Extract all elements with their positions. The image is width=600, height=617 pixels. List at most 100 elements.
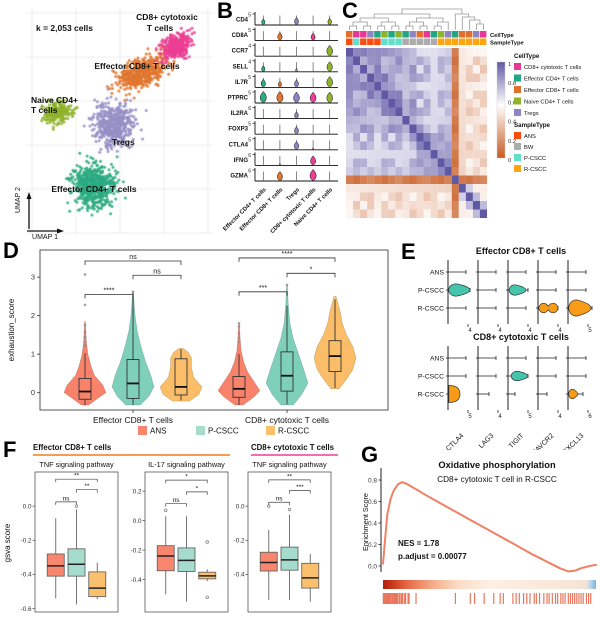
svg-text:4: 4 [528, 328, 532, 334]
cluster-label: k = 2,053 cells [36, 23, 93, 33]
svg-text:-0.4: -0.4 [131, 577, 142, 584]
rank-gradient-bar [383, 580, 596, 589]
svg-text:4: 4 [468, 328, 472, 334]
significance-label: *** [259, 285, 267, 292]
significance-label: * [310, 266, 313, 273]
significance-label: **** [282, 251, 293, 258]
gene-label: IFNG [234, 158, 249, 164]
umap-scatter-canvas [0, 0, 215, 240]
legend-label: ANS [150, 427, 166, 436]
correlation-heatmap-panel: CellType SampleType 1 0.8 0.6 0.4 0.2 0 CellType… [346, 8, 581, 219]
gene-label: GZMA [230, 174, 248, 180]
padj-label: p.adjust = 0.00077 [398, 552, 467, 561]
svg-text:0.4: 0.4 [368, 520, 377, 527]
significance-label: *** [296, 484, 304, 491]
svg-text:ANS: ANS [524, 134, 536, 140]
mini-violin [510, 370, 529, 382]
svg-text:5: 5 [528, 414, 532, 420]
legend-label: R-CSCC [278, 427, 309, 436]
svg-text:0.2: 0.2 [133, 488, 142, 495]
svg-text:4: 4 [498, 328, 502, 334]
legend-swatch [196, 426, 205, 435]
svg-text:0.6: 0.6 [368, 499, 377, 506]
legend-title: SampleType [514, 122, 551, 129]
svg-text:5: 5 [248, 91, 251, 97]
cluster-label: T cells [147, 23, 174, 33]
svg-text:0.0: 0.0 [133, 518, 142, 525]
svg-text:5: 5 [468, 414, 472, 420]
panel-d-label: D [3, 238, 19, 263]
f-subplot-title: TNF signaling pathway [39, 460, 114, 469]
gene-label: SELL [233, 64, 249, 70]
significance-label: ns [276, 496, 284, 503]
legend-label: P-CSCC [208, 427, 239, 436]
svg-text:4: 4 [248, 59, 251, 65]
significance-label: ns [129, 254, 137, 261]
gene-label: CCR7 [232, 49, 249, 55]
svg-text:Effector CD8+ T cells: Effector CD8+ T cells [524, 88, 579, 94]
e-row-label: R-CSCC [418, 306, 445, 313]
svg-text:Naive CD4+ T cells: Naive CD4+ T cells [524, 100, 574, 106]
cluster-label: Effector CD8+ T cells [94, 61, 180, 71]
svg-text:0.0: 0.0 [23, 503, 32, 510]
svg-text:4: 4 [558, 414, 562, 420]
g-ylabel: Enrichment Score [361, 493, 370, 551]
cluster-label: CD8+ cytotoxic [136, 12, 198, 22]
e-row-label: P-CSCC [418, 374, 444, 381]
g-subtitle: CD8+ cytotoxic T cell in R-CSCC [437, 475, 557, 484]
legend-swatch [266, 426, 275, 435]
svg-text:-0.2: -0.2 [21, 537, 32, 544]
svg-text:0.6: 0.6 [508, 100, 516, 106]
svg-text:6: 6 [248, 169, 251, 175]
f-subplot-title: TNF signaling pathway [252, 460, 327, 469]
e-block-title: Effector CD8+ T cells [476, 246, 566, 256]
mini-violin [568, 299, 592, 317]
significance-label: **** [104, 288, 115, 295]
svg-text:0.4: 0.4 [508, 120, 517, 126]
svg-text:0: 0 [31, 388, 35, 397]
gsva-box-panel: Effector CD8+ T cells CD8+ cytotoxic T ce… [3, 443, 338, 613]
mini-violin [448, 385, 461, 403]
f-ylabel: gsva score [3, 523, 12, 562]
svg-text:4: 4 [248, 44, 251, 50]
svg-text:0.0: 0.0 [368, 563, 377, 570]
cluster-label: T cells [31, 105, 58, 115]
e-block-title: CD8+ cytotoxic T cells [473, 332, 569, 342]
celltype-axis-label: Tregs [286, 187, 301, 202]
svg-text:P-CSCC: P-CSCC [524, 156, 546, 162]
svg-text:-0.2: -0.2 [234, 537, 245, 544]
svg-text:4: 4 [498, 414, 502, 420]
e-row-label: P-CSCC [418, 288, 444, 295]
svg-text:CD8+ cytotoxic T cells: CD8+ cytotoxic T cells [524, 65, 581, 71]
svg-text:0.8: 0.8 [508, 81, 516, 87]
panel-c-label: C [342, 0, 358, 23]
gene-label: CTLA4 [229, 142, 249, 148]
svg-text:-0.6: -0.6 [21, 606, 32, 613]
svg-text:4: 4 [558, 328, 562, 334]
group-label: Effector CD8+ T cells [93, 415, 173, 425]
annot-row-label: SampleType [490, 41, 524, 47]
svg-text:6: 6 [248, 106, 251, 112]
cluster-label: Effector CD4+ T cells [51, 184, 137, 194]
nes-label: NES = 1.78 [398, 539, 440, 548]
svg-text:0.0: 0.0 [236, 503, 245, 510]
svg-text:BW: BW [524, 145, 534, 151]
svg-text:5: 5 [248, 122, 251, 128]
g-title: Oxidative phosphorylation [438, 460, 556, 470]
marker-violin-panel: 5CD45CD8A4CCR74SELL5IL7R5PTPRC6IL2RA5FOX… [222, 12, 338, 235]
e-row-label: ANS [430, 270, 444, 277]
mini-violin [568, 388, 579, 400]
legend-swatch [138, 426, 147, 435]
significance-label: ns [153, 268, 161, 275]
svg-text:5: 5 [588, 328, 592, 334]
d-ylabel: exhaustion_score [7, 298, 16, 361]
svg-text:5: 5 [248, 13, 251, 19]
significance-label: ** [74, 473, 80, 480]
checkpoint-violin-panel: Effector CD8+ T cells ANS P-CSCC R-CSCC 4 4 4 4… [418, 246, 593, 450]
svg-text:2: 2 [31, 311, 35, 320]
gene-label: IL7R [235, 80, 249, 86]
enrichment-curve [382, 481, 597, 573]
mini-violin [508, 284, 527, 296]
significance-label: ns [63, 495, 71, 502]
